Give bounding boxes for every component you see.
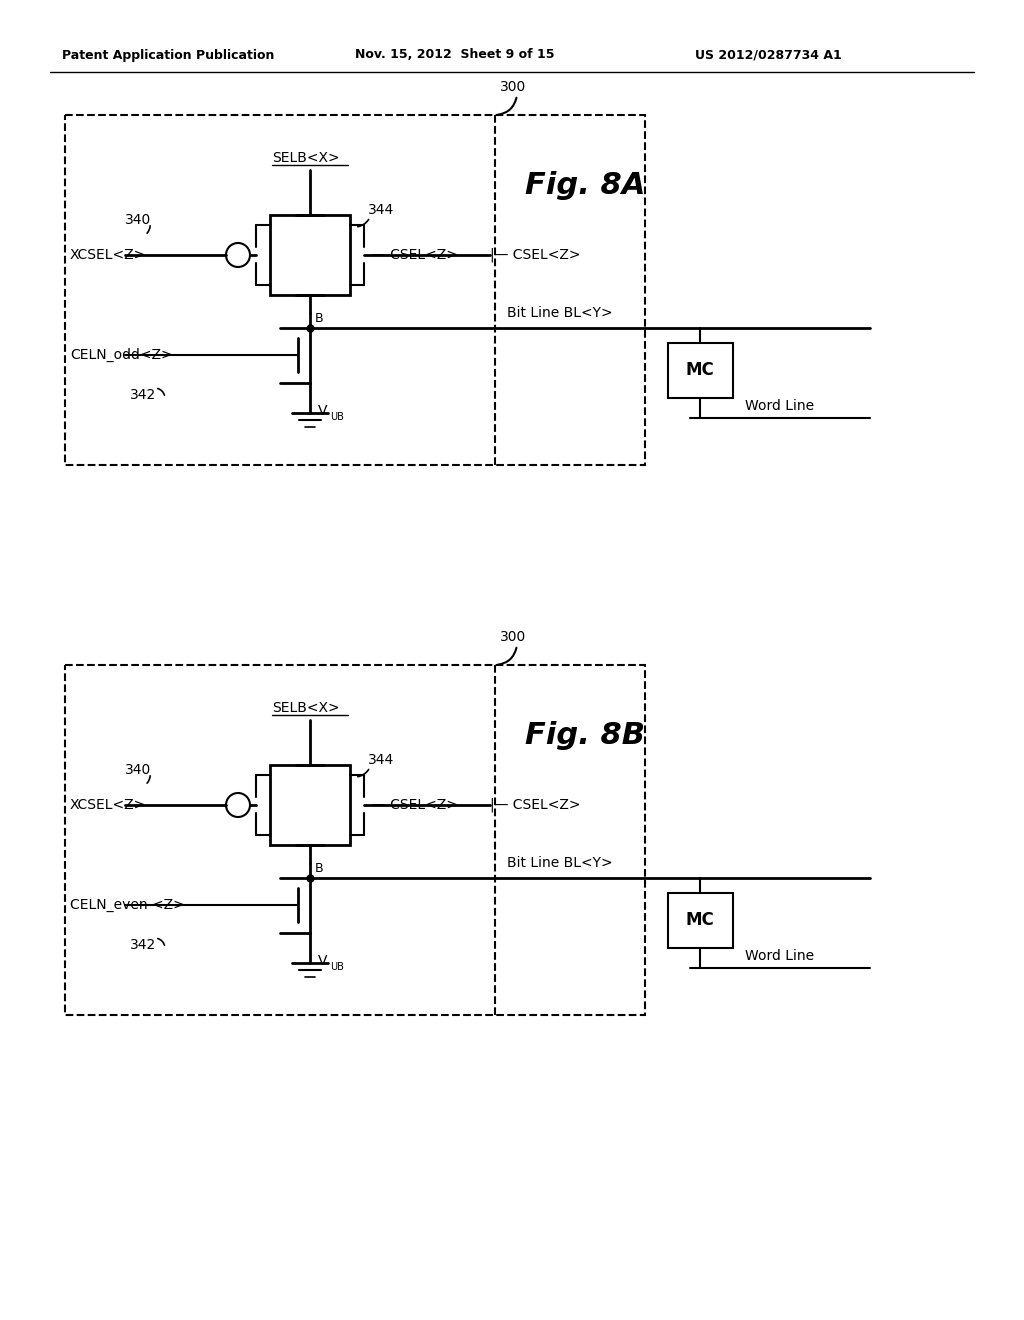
Text: 300: 300 [500, 630, 526, 644]
Text: 344: 344 [368, 752, 394, 767]
Text: — CSEL<Z>: — CSEL<Z> [372, 799, 458, 812]
Circle shape [226, 243, 250, 267]
Circle shape [226, 793, 250, 817]
Text: US 2012/0287734 A1: US 2012/0287734 A1 [695, 49, 842, 62]
Text: CELN_even <Z>: CELN_even <Z> [70, 898, 184, 912]
Text: SELB<X>: SELB<X> [272, 701, 340, 715]
Bar [65, 665, 645, 1015]
Text: Fig. 8B: Fig. 8B [525, 721, 645, 750]
Text: 340: 340 [125, 213, 152, 227]
Bar [270, 766, 350, 845]
Text: 340: 340 [125, 763, 152, 777]
Text: UB: UB [330, 962, 344, 972]
Text: 342: 342 [130, 388, 157, 403]
Text: B: B [315, 312, 324, 325]
Bar [668, 894, 733, 948]
Text: |— CSEL<Z>: |— CSEL<Z> [490, 248, 581, 263]
Text: 344: 344 [368, 203, 394, 216]
Bar [668, 343, 733, 399]
Text: |— CSEL<Z>: |— CSEL<Z> [490, 797, 581, 812]
Text: B: B [315, 862, 324, 874]
Text: Nov. 15, 2012  Sheet 9 of 15: Nov. 15, 2012 Sheet 9 of 15 [355, 49, 555, 62]
Text: V: V [318, 404, 328, 418]
Bar [65, 115, 645, 465]
Text: SELB<X>: SELB<X> [272, 150, 340, 165]
Text: XCSEL<Z>: XCSEL<Z> [70, 799, 146, 812]
Text: MC: MC [686, 911, 715, 929]
Text: 342: 342 [130, 939, 157, 952]
Text: Word Line: Word Line [745, 949, 814, 964]
Text: — CSEL<Z>: — CSEL<Z> [372, 248, 458, 261]
Text: UB: UB [330, 412, 344, 422]
Bar [270, 215, 350, 294]
Text: 300: 300 [500, 81, 526, 94]
Text: Word Line: Word Line [745, 399, 814, 413]
Text: Bit Line BL<Y>: Bit Line BL<Y> [507, 855, 612, 870]
Text: MC: MC [686, 360, 715, 379]
Text: Bit Line BL<Y>: Bit Line BL<Y> [507, 306, 612, 319]
Text: XCSEL<Z>: XCSEL<Z> [70, 248, 146, 261]
Text: V: V [318, 954, 328, 968]
Text: CELN_odd<Z>: CELN_odd<Z> [70, 348, 173, 362]
Text: Patent Application Publication: Patent Application Publication [62, 49, 274, 62]
Text: Fig. 8A: Fig. 8A [525, 170, 645, 199]
